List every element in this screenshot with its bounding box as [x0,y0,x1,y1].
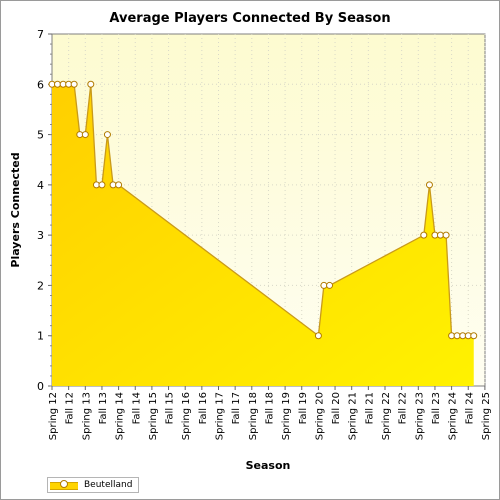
legend-swatch [50,480,78,490]
data-point [420,231,428,239]
series-area [52,84,474,387]
series-line [52,83,474,337]
x-tick-label: Fall 15 [165,392,176,424]
x-tick-label: Fall 20 [331,392,342,424]
y-tick-label: 7 [37,28,44,41]
x-tick-label: Spring 12 [48,392,59,440]
data-point [442,231,450,239]
y-tick-label: 0 [37,380,44,393]
chart-title: Average Players Connected By Season [109,11,390,26]
x-axis-label: Season [246,459,291,472]
data-point [81,131,89,139]
y-tick-label: 1 [37,330,44,343]
x-tick-label: Fall 22 [398,392,409,424]
data-point [115,181,123,189]
x-tick-label: Spring 19 [281,392,292,440]
data-point [453,332,461,340]
x-tick-label: Spring 21 [348,392,359,440]
data-point [425,181,433,189]
data-point [87,80,95,88]
x-tick-label: Spring 14 [115,392,126,440]
y-axis-label: Players Connected [9,152,22,267]
y-tick-label: 4 [37,179,44,192]
x-tick-label: Spring 16 [181,392,192,440]
data-point [70,80,78,88]
x-tick-label: Spring 25 [481,392,492,440]
x-tick-label: Fall 24 [464,392,475,424]
data-point [103,131,111,139]
y-tick-label: 2 [37,279,44,292]
y-tick-label: 6 [37,78,44,91]
y-tick-label: 3 [37,229,44,242]
x-tick-label: Spring 22 [381,392,392,440]
x-tick-label: Spring 15 [148,392,159,440]
legend-label: Beutelland [84,480,133,490]
x-tick-label: Fall 18 [264,392,275,424]
x-tick-label: Fall 16 [198,392,209,424]
x-tick-label: Spring 23 [414,392,425,440]
data-point [53,80,61,88]
x-tick-label: Spring 18 [248,392,259,440]
x-tick-label: Fall 17 [231,392,242,424]
x-tick-label: Spring 20 [314,392,325,440]
x-tick-label: Spring 24 [448,392,459,440]
x-tick-label: Fall 19 [298,392,309,424]
x-tick-label: Fall 13 [98,392,109,424]
x-tick-label: Fall 21 [364,392,375,424]
x-tick-label: Fall 14 [131,392,142,424]
data-point [320,281,328,289]
y-tick-label: 5 [37,129,44,142]
legend: Beutelland [47,477,140,493]
x-tick-label: Spring 17 [215,392,226,440]
data-point [470,332,478,340]
x-tick-label: Fall 23 [431,392,442,424]
x-tick-label: Spring 13 [81,392,92,440]
data-point [98,181,106,189]
x-tick-label: Fall 12 [65,392,76,424]
data-point [314,332,322,340]
data-point [326,281,334,289]
data-point [436,231,444,239]
